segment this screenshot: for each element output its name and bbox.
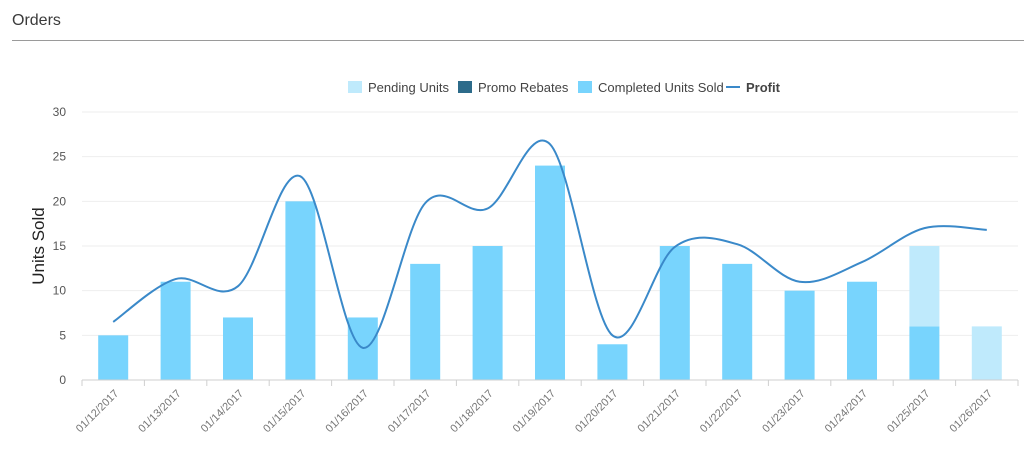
profit-line-group	[112, 139, 987, 349]
x-tick-label: 01/13/2017	[136, 388, 183, 435]
x-tick-label: 01/26/2017	[948, 388, 995, 435]
pending-bar	[909, 246, 940, 327]
x-tick-label: 01/17/2017	[386, 388, 433, 435]
legend-swatch	[578, 81, 592, 93]
legend-swatch	[348, 81, 362, 93]
x-tick-label: 01/12/2017	[74, 388, 121, 435]
legend-swatch	[458, 81, 472, 93]
y-tick-label: 0	[59, 373, 66, 387]
legend-label: Completed Units Sold	[598, 80, 724, 95]
y-tick-label: 20	[53, 194, 67, 208]
completed-bar	[597, 344, 628, 380]
legend-completed-units[interactable]: Completed Units Sold	[578, 80, 724, 95]
completed-bar	[160, 281, 191, 380]
header-divider	[12, 40, 1024, 41]
legend-promo-rebates[interactable]: Promo Rebates	[458, 80, 569, 95]
x-axis: 01/12/2017 01/13/2017 01/14/2017 01/15/2017…	[74, 379, 1019, 435]
completed-bar	[98, 335, 129, 380]
x-tick-label: 01/20/2017	[573, 388, 620, 435]
completed-bar	[909, 326, 940, 380]
legend-pending-units[interactable]: Pending Units	[348, 80, 449, 95]
x-tick-label: 01/14/2017	[199, 388, 246, 435]
y-tick-label: 25	[53, 150, 67, 164]
x-tick-label: 01/16/2017	[324, 388, 371, 435]
completed-bar	[285, 201, 316, 380]
legend-profit[interactable]: Profit	[726, 80, 781, 95]
x-tick-label: 01/25/2017	[885, 388, 932, 435]
completed-bar	[784, 290, 815, 380]
y-tick-label: 30	[53, 105, 67, 119]
completed-bar	[659, 246, 690, 380]
x-tick-label: 01/19/2017	[511, 388, 558, 435]
legend-label: Promo Rebates	[478, 80, 569, 95]
y-axis-label: Units Sold	[29, 207, 48, 284]
completed-bar	[223, 317, 253, 380]
header: Orders	[0, 0, 1024, 42]
y-axis: 0 5 10 15 20 25 30	[53, 105, 67, 387]
y-tick-label: 15	[53, 239, 67, 253]
completed-bar	[722, 263, 753, 380]
x-tick-label: 01/15/2017	[261, 388, 308, 435]
completed-bar	[472, 246, 503, 380]
y-tick-label: 10	[53, 284, 67, 298]
bars	[98, 165, 1002, 380]
x-tick-label: 01/18/2017	[448, 388, 495, 435]
completed-bar	[535, 165, 565, 380]
page-title: Orders	[12, 12, 61, 29]
x-tick-label: 01/24/2017	[823, 388, 870, 435]
x-tick-label: 01/23/2017	[760, 388, 807, 435]
profit-line	[112, 139, 987, 349]
completed-bar	[847, 281, 877, 380]
legend-label: Profit	[746, 80, 781, 95]
chart-legend: Pending Units Promo Rebates Completed Unit…	[348, 80, 781, 95]
x-tick-label: 01/21/2017	[636, 388, 683, 435]
y-tick-label: 5	[59, 328, 66, 342]
legend-label: Pending Units	[368, 80, 449, 95]
pending-bar	[971, 326, 1002, 380]
x-tick-label: 01/22/2017	[698, 388, 745, 435]
completed-bar	[410, 263, 441, 380]
